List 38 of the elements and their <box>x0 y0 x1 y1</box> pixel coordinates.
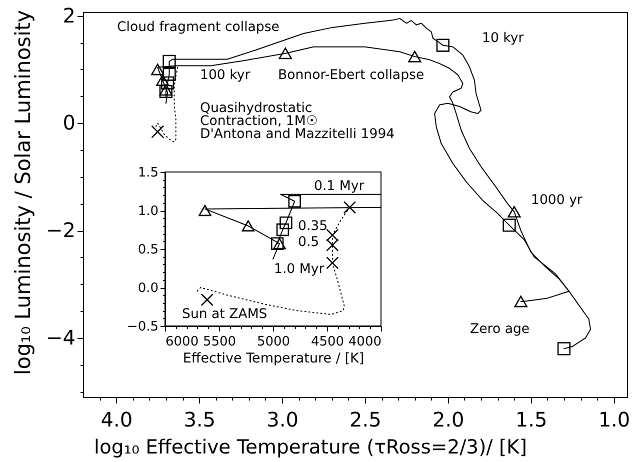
x-tick-label: 4500 <box>310 334 344 350</box>
annotation: 1000 yr <box>531 193 583 208</box>
annotation: 1.0 Myr <box>274 262 325 277</box>
x-tick-label: 3.0 <box>266 408 298 432</box>
x-tick-label: 1.5 <box>515 408 548 432</box>
annotation: Contraction, 1M☉ <box>200 114 318 129</box>
y-tick-label: −0.5 <box>126 320 158 334</box>
y-tick-label: 1.0 <box>138 204 158 219</box>
annotation: Bonnor-Ebert collapse <box>278 68 424 83</box>
x-axis-title: Effective Temperature / [K] <box>182 350 364 366</box>
annotation: 10 kyr <box>482 31 524 46</box>
x-tick-label: 2.0 <box>432 408 464 432</box>
x-tick-label: 5000 <box>256 334 290 350</box>
y-tick-label: 0.0 <box>138 281 158 296</box>
annotation: Sun at ZAMS <box>182 307 268 322</box>
annotation: 0.35 <box>298 219 328 234</box>
x-tick-label: 6000 <box>166 334 199 350</box>
y-axis-title: log₁₀ Luminosity / Solar Luminosity <box>11 10 36 376</box>
y-tick-label: 1.5 <box>138 166 158 180</box>
x-tick-label: 1.0 <box>598 408 630 432</box>
annotation: 0.5 <box>298 235 320 250</box>
y-tick-label: −2 <box>46 218 76 242</box>
y-tick-label: 0.5 <box>138 242 158 258</box>
x-tick-label: 2.5 <box>350 408 382 432</box>
annotation: Quasihydrostatic <box>200 101 312 116</box>
x-tick-label: 4.0 <box>100 408 133 432</box>
y-tick-label: 2 <box>62 3 76 28</box>
x-axis-title: log₁₀ Effective Temperature (τRoss=2/3)/ [K] <box>94 436 527 458</box>
y-tick-label: 0 <box>62 110 76 135</box>
x-tick-label: 4000 <box>348 334 382 350</box>
annotation: 100 kyr <box>200 68 251 83</box>
annotation: D'Antona and Mazzitelli 1994 <box>200 127 395 142</box>
annotation: 0.1 Myr <box>314 179 365 194</box>
annotation: Zero age <box>470 322 530 337</box>
y-tick-label: −4 <box>46 325 76 350</box>
x-tick-label: 3.5 <box>184 408 216 432</box>
annotation: Cloud fragment collapse <box>117 20 280 35</box>
x-tick-label: 5500 <box>202 334 236 350</box>
